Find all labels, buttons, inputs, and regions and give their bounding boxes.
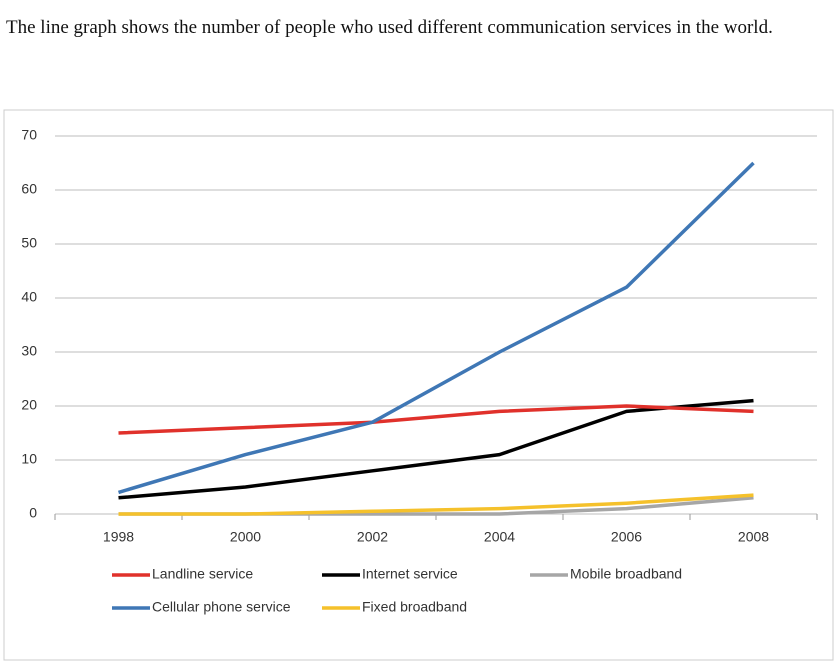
legend-label: Mobile broadband [570,566,682,582]
series-line [118,404,754,435]
x-tick-label: 1998 [103,529,134,545]
x-tick-label: 2006 [611,529,642,545]
chart-border [3,109,834,661]
y-tick-label: 30 [21,343,37,359]
y-tick-label: 60 [21,181,37,197]
x-tick-label: 2004 [484,529,515,545]
y-tick-label: 10 [21,451,37,467]
y-tick-label: 50 [21,235,37,251]
x-tick-label: 2000 [230,529,261,545]
series-line [118,161,755,495]
series-line [118,493,754,516]
y-tick-label: 40 [21,289,37,305]
legend-label: Fixed broadband [362,599,467,615]
x-tick-label: 2002 [357,529,388,545]
caption: The line graph shows the number of peopl… [6,17,773,38]
series-line [118,398,754,500]
legend-label: Internet service [362,566,458,582]
legend-label: Cellular phone service [152,599,291,615]
y-tick-label: 70 [21,127,37,143]
y-tick-label: 20 [21,397,37,413]
x-tick-label: 2008 [738,529,769,545]
legend-label: Landline service [152,566,253,582]
y-tick-label: 0 [29,505,37,521]
